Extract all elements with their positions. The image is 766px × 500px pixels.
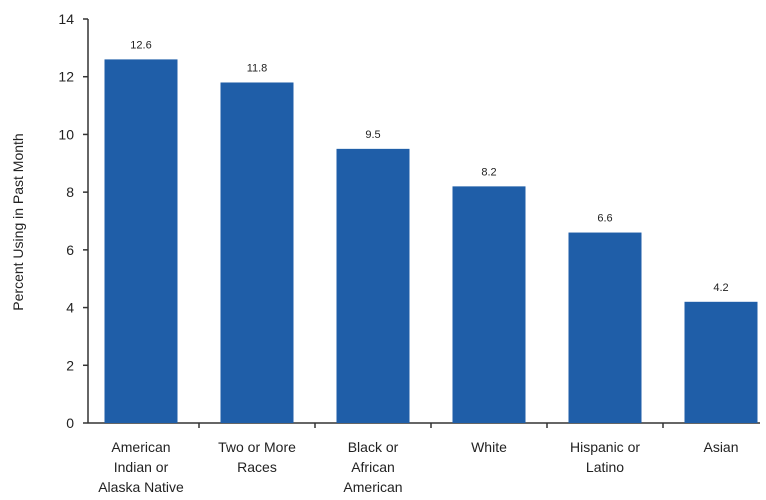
x-tick-label-line: Latino: [586, 459, 624, 475]
x-tick-label: Two or More Races: [218, 439, 296, 475]
x-tick-label-line: Alaska Native: [98, 479, 184, 495]
data-label: 11.8: [247, 62, 268, 74]
y-tick-label: 10: [58, 126, 74, 142]
data-label: 9.5: [365, 129, 380, 141]
x-tick-label-line: Hispanic or: [570, 439, 640, 455]
x-tick-label-line: Races: [237, 459, 277, 475]
x-tick-label-line: American: [111, 439, 170, 455]
y-tick-label: 4: [66, 300, 74, 316]
x-tick-label-line: White: [471, 439, 507, 455]
bar: [684, 301, 758, 423]
x-tick-label: American Indian or Alaska Native: [98, 439, 184, 495]
y-tick-label: 8: [66, 184, 74, 200]
x-tick-label: White: [471, 439, 507, 455]
x-tick-label-line: Two or More: [218, 439, 296, 455]
x-tick-label-line: African: [351, 459, 395, 475]
y-axis-title: Percent Using in Past Month: [10, 133, 26, 310]
plot-area: 0 2 4 6 8 10 12 14 12.6 American Indian or Alaska N…: [58, 11, 760, 495]
data-label: 12.6: [130, 39, 151, 51]
bar: [568, 232, 642, 423]
x-tick-label-line: Black or: [348, 439, 399, 455]
data-label: 8.2: [481, 166, 496, 178]
y-tick-label: 0: [66, 415, 74, 431]
x-tick-label: Hispanic or Latino: [570, 439, 640, 475]
x-tick-label-line: Asian: [703, 439, 738, 455]
bar: [104, 59, 178, 424]
data-label: 6.6: [597, 213, 612, 225]
y-tick-label: 6: [66, 242, 74, 258]
y-tick-label: 14: [58, 11, 74, 27]
x-tick-label: Black or African American: [343, 439, 402, 495]
y-tick-label: 12: [58, 69, 74, 85]
bar: [220, 82, 294, 423]
x-tick-label: Asian: [703, 439, 738, 455]
bar: [452, 186, 526, 423]
x-tick-label-line: American: [343, 479, 402, 495]
bar: [336, 148, 410, 423]
data-label: 4.2: [713, 282, 728, 294]
y-tick-label: 2: [66, 357, 74, 373]
x-tick-label-line: Indian or: [114, 459, 169, 475]
